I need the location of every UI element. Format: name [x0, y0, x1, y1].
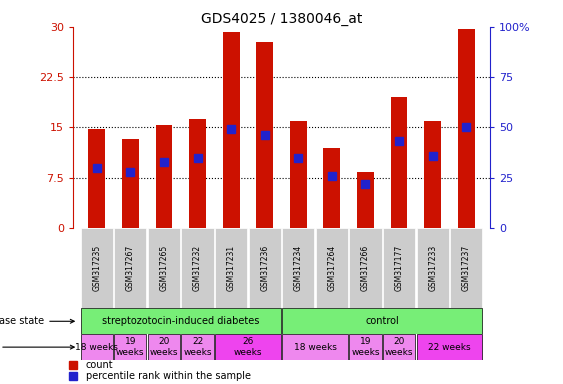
Bar [114, 334, 146, 360]
Bar [81, 308, 281, 334]
Text: streptozotocin-induced diabetes: streptozotocin-induced diabetes [102, 316, 260, 326]
Text: 18 weeks: 18 weeks [294, 343, 337, 352]
Text: 22 weeks: 22 weeks [428, 343, 471, 352]
Text: age: age [0, 342, 74, 352]
Bar [256, 42, 273, 228]
Bar [383, 334, 415, 360]
Bar [215, 228, 247, 308]
Text: percentile rank within the sample: percentile rank within the sample [86, 371, 251, 381]
Bar [148, 334, 180, 360]
Text: 20
weeks: 20 weeks [385, 338, 413, 357]
Text: GSM317232: GSM317232 [193, 245, 202, 291]
Text: GSM317236: GSM317236 [260, 245, 269, 291]
Text: count: count [86, 360, 113, 370]
Text: GSM317235: GSM317235 [92, 245, 101, 291]
Text: GSM317264: GSM317264 [328, 245, 337, 291]
Bar [215, 334, 281, 360]
Text: 20
weeks: 20 weeks [150, 338, 178, 357]
Bar [357, 172, 374, 228]
Bar [425, 121, 441, 228]
Bar [249, 228, 281, 308]
Text: 18 weeks: 18 weeks [75, 343, 118, 352]
Bar [122, 139, 138, 228]
Bar [324, 147, 340, 228]
Bar [458, 29, 475, 228]
Text: GSM317234: GSM317234 [294, 245, 303, 291]
Text: disease state: disease state [0, 316, 74, 326]
Text: GSM317231: GSM317231 [226, 245, 235, 291]
Text: GSM317177: GSM317177 [395, 245, 404, 291]
Text: 26
weeks: 26 weeks [234, 338, 262, 357]
Text: GSM317267: GSM317267 [126, 245, 135, 291]
Title: GDS4025 / 1380046_at: GDS4025 / 1380046_at [201, 12, 362, 26]
Bar [391, 97, 408, 228]
Text: 19
weeks: 19 weeks [116, 338, 145, 357]
Text: GSM317266: GSM317266 [361, 245, 370, 291]
Bar [114, 228, 146, 308]
Text: control: control [365, 316, 399, 326]
Bar [181, 228, 213, 308]
Text: 19
weeks: 19 weeks [351, 338, 380, 357]
Bar [282, 308, 482, 334]
Bar [181, 334, 213, 360]
Bar [88, 129, 105, 228]
Bar [223, 31, 239, 228]
Bar [350, 334, 382, 360]
Text: GSM317233: GSM317233 [428, 245, 437, 291]
Bar [81, 228, 113, 308]
Bar [282, 334, 348, 360]
Text: 22
weeks: 22 weeks [183, 338, 212, 357]
Bar [81, 334, 113, 360]
Text: GSM317265: GSM317265 [159, 245, 168, 291]
Bar [316, 228, 348, 308]
Bar [148, 228, 180, 308]
Bar [383, 228, 415, 308]
Bar [189, 119, 206, 228]
Bar [350, 228, 382, 308]
Bar [417, 334, 482, 360]
Bar [450, 228, 482, 308]
Bar [290, 121, 307, 228]
Text: GSM317237: GSM317237 [462, 245, 471, 291]
Bar [417, 228, 449, 308]
Bar [282, 228, 314, 308]
Bar [155, 126, 172, 228]
